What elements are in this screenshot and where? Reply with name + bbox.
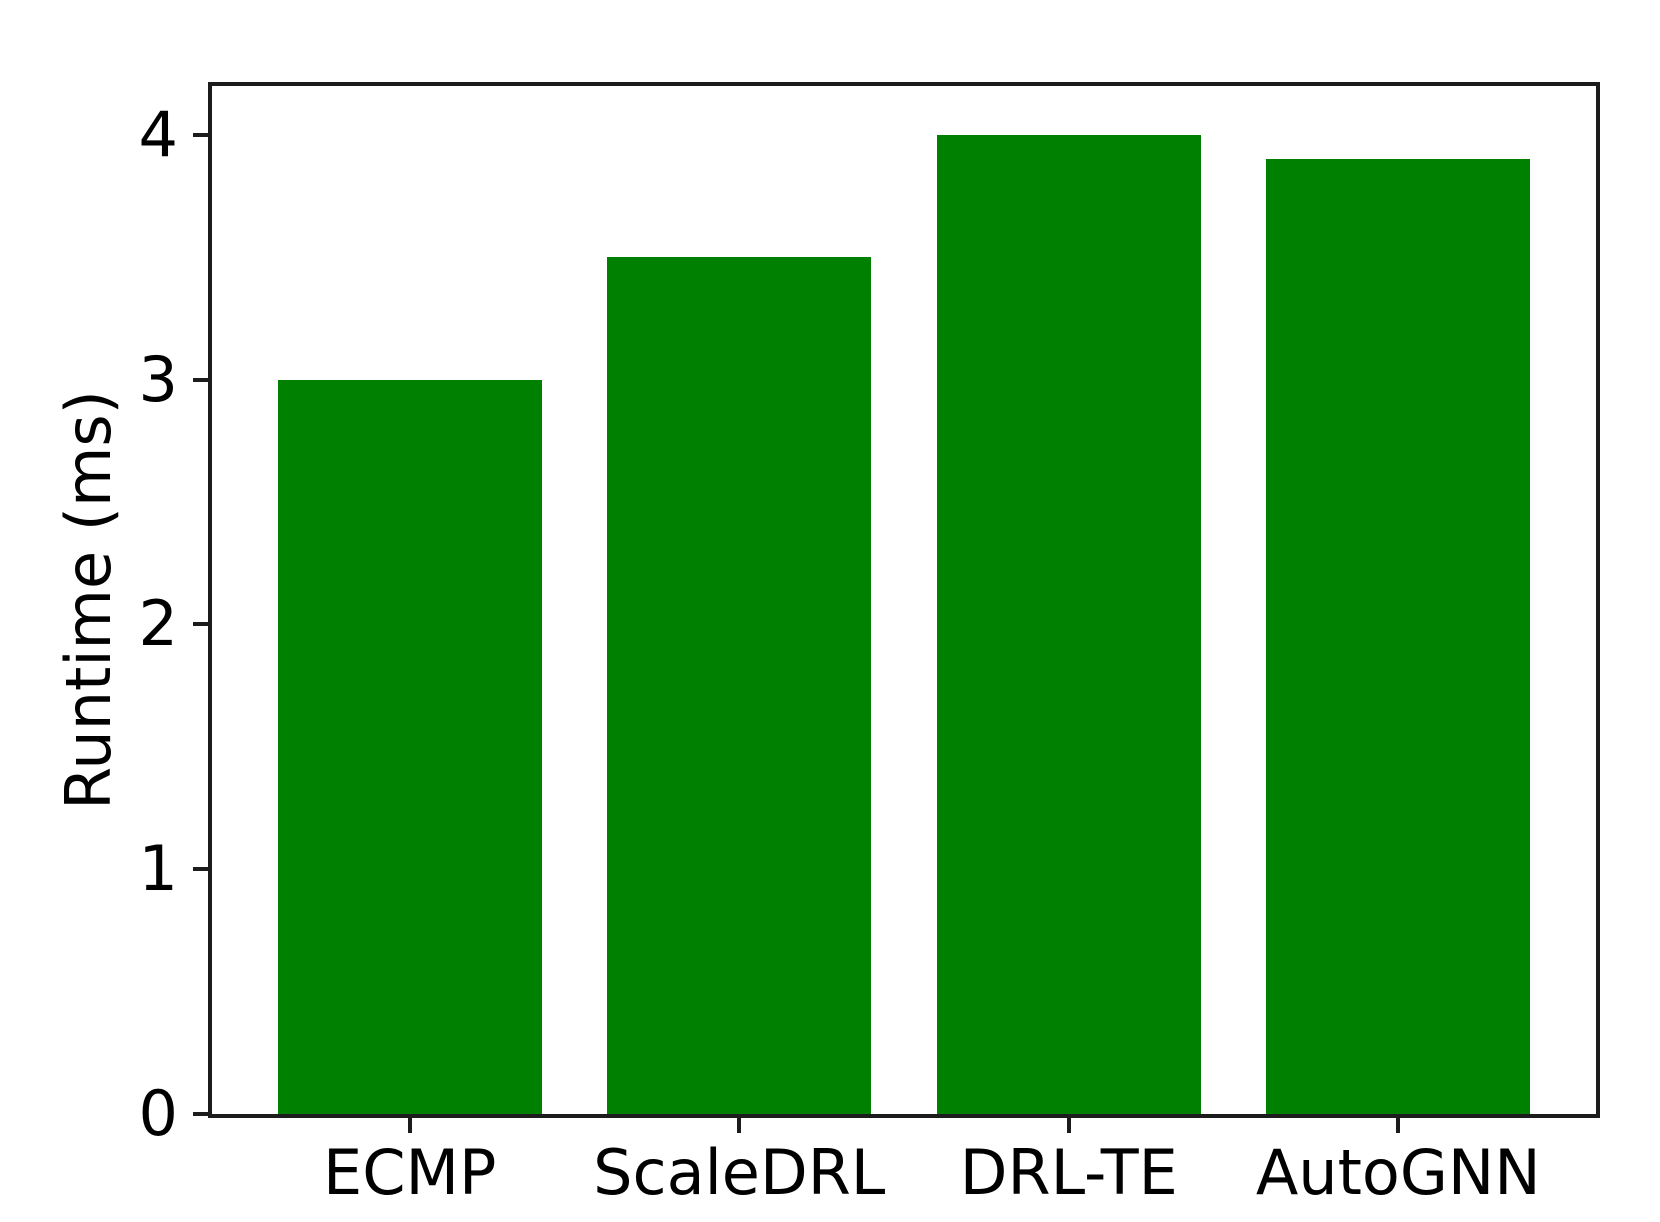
y-tick-label-4: 4 [138,97,178,171]
bar-drl-te [936,134,1201,1114]
x-tick-mark-ecmp [407,1118,412,1133]
y-tick-mark-0 [193,1112,208,1116]
y-axis-title: Runtime (ms) [52,390,125,810]
bar-scaledrl [607,257,872,1114]
y-tick-mark-4 [193,132,208,137]
x-tick-mark-drl-te [1066,1118,1071,1133]
y-tick-label-3: 3 [138,342,178,416]
y-tick-label-2: 2 [138,587,178,661]
x-tick-label-scaledrl: ScaleDRL [593,1136,886,1209]
y-tick-label-0: 0 [138,1077,178,1150]
bar-ecmp [277,379,542,1114]
x-tick-mark-autognn [1396,1118,1401,1133]
x-tick-mark-scaledrl [737,1118,742,1133]
x-tick-label-ecmp: ECMP [323,1136,497,1209]
bar-autognn [1266,159,1531,1114]
x-tick-label-autognn: AutoGNN [1255,1136,1541,1209]
y-tick-mark-3 [193,377,208,382]
plot-area: Runtime (ms) ECMP ScaleDRL DRL-TE AutoGNN 0 1… [52,82,1600,1204]
x-tick-label-drl-te: DRL-TE [959,1136,1178,1209]
y-tick-mark-1 [193,867,208,872]
y-tick-label-1: 1 [138,832,178,906]
y-tick-mark-2 [193,622,208,627]
